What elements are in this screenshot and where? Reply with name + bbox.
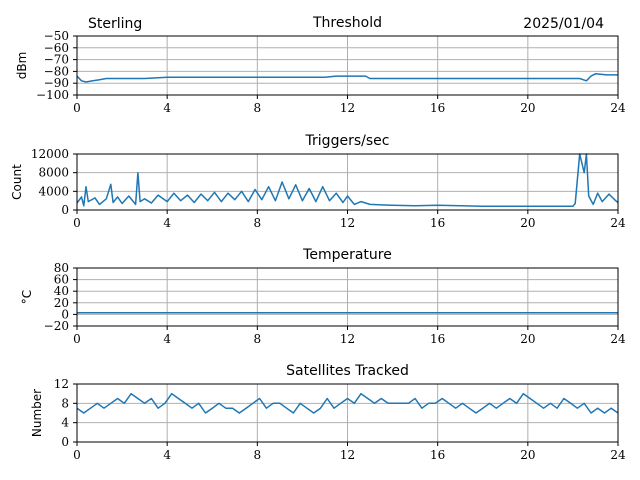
x-tick-label: 12 (340, 332, 355, 346)
panel-satellites: 0 4 8 12 16 20 24 0 4 8 12 Satellites Tracked Number (30, 363, 626, 462)
x-tick-label: 16 (430, 448, 445, 462)
x-tick-label: 16 (430, 332, 445, 346)
x-tick-label: 4 (163, 332, 171, 346)
x-tick-label: 4 (163, 101, 171, 115)
satellites-y-axis-label: Number (30, 389, 44, 437)
y-tick-label: 0 (61, 203, 69, 217)
x-tick-label: 16 (430, 101, 445, 115)
y-tick-label: 60 (54, 273, 69, 287)
triggers-series-line (76, 153, 619, 208)
y-tick-label: 4000 (38, 184, 69, 198)
x-tick-label: 12 (340, 101, 355, 115)
station-name: Sterling (88, 16, 142, 32)
y-tick-label: 0 (61, 307, 69, 321)
panel-threshold: 0 4 8 12 16 20 24 −100−90−80−70−60−50 Threshold d… (15, 15, 626, 115)
temperature-title: Temperature (302, 247, 392, 263)
x-tick-label: 12 (340, 448, 355, 462)
y-tick-label: 12 (54, 377, 69, 391)
y-tick-label: −20 (44, 319, 69, 333)
y-tick-label: −50 (44, 29, 69, 43)
x-tick-label: 20 (520, 216, 535, 230)
x-tick-label: 24 (610, 332, 626, 346)
y-tick-label: 8 (61, 396, 69, 410)
temperature-y-axis-label: °C (20, 290, 34, 304)
threshold-series-line (76, 73, 618, 83)
y-tick-label: −80 (44, 64, 69, 78)
y-tick-label: 8000 (38, 166, 69, 180)
y-tick-label: 0 (61, 435, 69, 449)
x-tick-label: 24 (610, 448, 626, 462)
threshold-y-axis-label: dBm (15, 52, 29, 80)
chart-panels: 0 4 8 12 16 20 24 −100−90−80−70−60−50 Threshold d… (10, 15, 626, 462)
x-tick-label: 0 (73, 448, 81, 462)
satellites-title: Satellites Tracked (286, 363, 409, 379)
threshold-title: Threshold (312, 15, 382, 31)
y-tick-label: 40 (54, 284, 69, 298)
x-tick-label: 8 (254, 216, 262, 230)
y-tick-label: −90 (44, 76, 69, 90)
x-tick-label: 0 (73, 101, 81, 115)
y-tick-label: 20 (54, 296, 69, 310)
triggers-y-axis-label: Count (10, 164, 24, 200)
report-date: 2025/01/04 (523, 16, 604, 32)
x-tick-label: 4 (163, 216, 171, 230)
y-tick-label: 4 (61, 416, 69, 430)
x-tick-label: 24 (610, 216, 626, 230)
y-tick-label: −60 (44, 41, 69, 55)
x-tick-label: 8 (254, 332, 262, 346)
x-tick-label: 20 (520, 448, 535, 462)
y-tick-label: 12000 (31, 147, 69, 161)
x-tick-label: 24 (610, 101, 626, 115)
x-tick-label: 8 (254, 448, 262, 462)
x-tick-label: 12 (340, 216, 355, 230)
x-tick-label: 0 (73, 216, 81, 230)
x-tick-label: 8 (254, 101, 262, 115)
triggers-title: Triggers/sec (305, 133, 390, 149)
y-tick-label: 80 (54, 261, 69, 275)
satellites-series-line (76, 392, 619, 414)
x-tick-label: 4 (163, 448, 171, 462)
x-tick-label: 20 (520, 332, 535, 346)
panel-triggers: 0 4 8 12 16 20 24 0 4000 8000 12000 Triggers/sec Cou… (10, 133, 626, 230)
x-tick-label: 16 (430, 216, 445, 230)
y-tick-label: −100 (36, 88, 69, 102)
x-tick-label: 20 (520, 101, 535, 115)
x-tick-label: 0 (73, 332, 81, 346)
y-tick-label: −70 (44, 53, 69, 67)
